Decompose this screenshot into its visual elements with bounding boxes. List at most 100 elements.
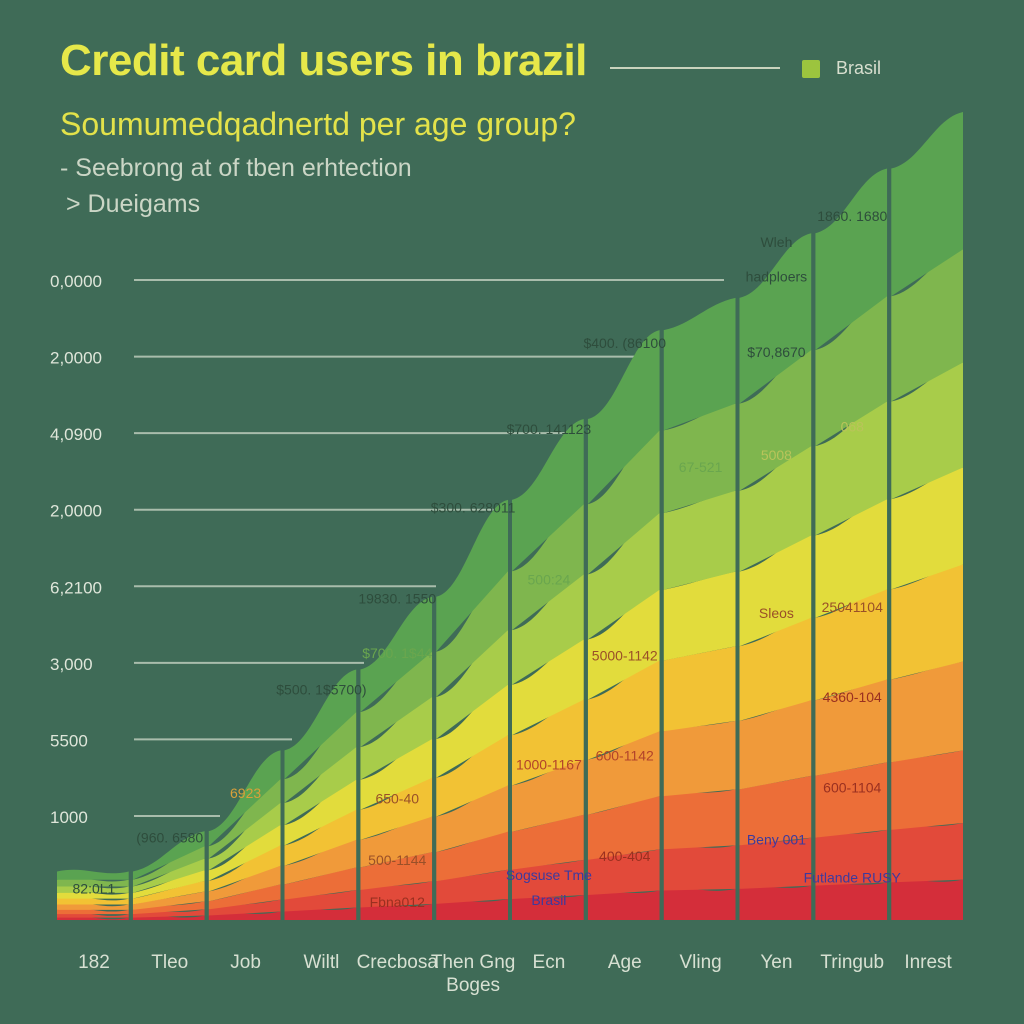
x-tick-label: Tleo [151,952,188,973]
data-label: 19830. 1550 [358,590,436,606]
area-band [663,403,736,514]
data-label: 5000-1142 [592,647,658,663]
x-tick-label: Vling [679,952,721,973]
y-tick-label: 1000 [50,808,88,827]
area-band [436,735,508,817]
area-band [815,589,888,701]
data-label: $700. 141123 [507,421,592,437]
area-band [815,499,888,618]
area-band [815,296,888,447]
area-band [587,731,660,815]
data-label: 25041104 [822,599,883,615]
data-label: $400. (86100 [583,335,666,351]
y-tick-label: 4,0900 [50,425,102,444]
data-label: (960. 6580 [136,830,203,846]
area-band [739,885,812,920]
area-band [436,571,508,697]
data-label: Sleos [759,605,794,621]
area-band [663,490,736,590]
area-band [512,639,584,736]
area-band [360,739,433,810]
area-band [57,891,129,899]
data-label: 400-404 [599,848,651,864]
area-band [663,789,736,850]
area-band [360,596,433,713]
y-tick-label: 2,0000 [50,349,102,368]
area-band [284,747,357,825]
area-band [739,535,812,647]
area-band [512,699,584,786]
data-label: Beny 001 [747,831,806,847]
area-band [360,903,433,920]
area-band [436,831,508,882]
x-tick-label: Tringub [820,952,884,973]
area-band [891,112,963,297]
area-band [587,660,660,760]
area-band [132,891,205,910]
area-band [57,878,129,887]
area-band [436,785,508,853]
area-band [663,888,736,920]
area-band [512,859,584,899]
x-tick-label: Age [608,952,642,973]
data-label: $70,8670 [747,344,806,360]
legend-label: Brasil [836,58,882,78]
area-band [284,809,357,866]
area-band [587,796,660,860]
data-label: 67-521 [679,459,723,475]
area-band [132,880,205,905]
area-band [891,564,963,680]
data-label: $300. 628011 [431,499,516,515]
area-band [512,759,584,832]
chart-note-line1: - Seebrong at of tben erhtection [60,154,412,182]
legend: Brasil [802,58,881,79]
area-band [587,849,660,895]
area-band [815,829,888,886]
x-tick-label: Wiltl [303,952,339,973]
data-label: $500. 1$5700) [276,682,366,698]
area-band [57,869,129,880]
area-band [132,831,205,880]
data-label: 5008 [761,447,792,463]
area-band [739,446,812,572]
data-label: Brasil [531,892,566,908]
area-band [512,814,584,870]
area-band [512,894,584,920]
area-band [512,504,584,631]
data-label: 1860. 1680 [817,208,887,224]
area-band [587,513,660,640]
data-label: Sogsuse Tme [506,867,592,883]
area-band [587,589,660,700]
area-band [663,720,736,797]
area-band [512,419,584,572]
area-band [360,651,433,748]
area-band [360,852,433,890]
area-band [208,865,281,902]
data-label: 4360-104 [823,689,882,705]
data-label: 500:24 [528,571,571,587]
data-label: $700. 1$44 [362,645,432,661]
area-band [663,571,736,661]
chart-title: Credit card users in brazil [60,36,587,85]
area-band [284,839,357,885]
chart-subtitle: Soumumedqadnertd per age group? [60,106,576,142]
area-band [815,762,888,838]
data-label: 600-1142 [596,748,654,764]
area-band [815,401,888,536]
x-tick-label: Crecbosa [357,952,439,973]
y-tick-label: 6,2100 [50,578,102,597]
title-rule [610,67,780,69]
area-band [208,845,281,892]
area-band [436,499,508,652]
area-band [891,750,963,830]
area-band [739,700,812,790]
area-band [284,867,357,900]
y-tick-label: 2,0000 [50,502,102,521]
area-band [663,646,736,732]
area-band [360,696,433,780]
area-band [739,837,812,889]
data-label: 600-1104 [823,779,881,795]
area-band [57,884,129,893]
area-band [891,823,963,883]
chart-note-line2: > Dueigams [66,190,201,218]
